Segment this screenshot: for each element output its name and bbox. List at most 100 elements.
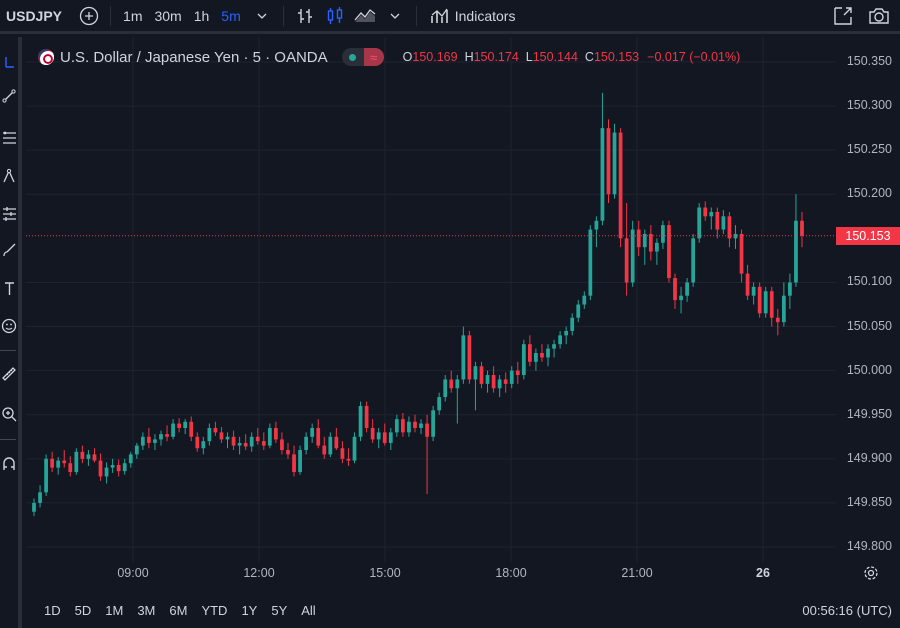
current-price-tag: 150.153: [836, 226, 900, 245]
candle-body: [667, 225, 671, 279]
range-ytd[interactable]: YTD: [201, 603, 228, 618]
candle-style-button[interactable]: [320, 0, 350, 33]
candle-body: [255, 436, 260, 442]
candle: [594, 216, 599, 248]
interval-1h[interactable]: 1h: [193, 7, 210, 24]
chart-pane[interactable]: U.S. Dollar / Japanese Yen · 5 · OANDA ≈…: [26, 37, 900, 593]
range-6m[interactable]: 6M: [169, 603, 188, 618]
candle-body: [304, 436, 309, 450]
open-key: O: [402, 50, 413, 64]
candle-body: [648, 233, 653, 252]
candle-body: [515, 370, 520, 376]
candle: [461, 326, 466, 384]
change-value: −0.017 (−0.01%): [647, 50, 741, 64]
bottom-toolbar: 1D 5D 1M 3M 6M YTD 1Y 5Y All 00:56:16 (U…: [26, 593, 900, 628]
candle-body: [715, 211, 720, 230]
candlestick-chart[interactable]: [26, 37, 900, 593]
candle: [437, 392, 442, 415]
candle: [491, 366, 496, 393]
trend-line-tool[interactable]: [0, 85, 18, 107]
symbol-search-button[interactable]: USDJPY: [6, 7, 63, 24]
close-value: 150.153: [593, 50, 640, 64]
chart-settings-button[interactable]: [860, 562, 882, 584]
candle: [570, 313, 575, 336]
candle-body: [243, 442, 248, 447]
prediction-tool[interactable]: [0, 203, 18, 225]
candle: [757, 282, 762, 318]
candle: [346, 448, 351, 466]
candle-body: [147, 436, 151, 443]
indicators-button[interactable]: Indicators: [423, 0, 522, 33]
candle-body: [56, 460, 61, 468]
bar-style-button[interactable]: [290, 0, 320, 33]
candle-body: [781, 295, 786, 323]
prediction-icon: [3, 207, 16, 221]
toolbar-divider: [282, 5, 284, 26]
candle-body: [636, 229, 641, 248]
candle-body: [98, 460, 103, 477]
market-status-pill[interactable]: ≈: [341, 48, 384, 66]
candle-body: [461, 335, 466, 380]
candle: [340, 441, 345, 464]
interval-dropdown-button[interactable]: [247, 0, 277, 33]
candle: [219, 427, 224, 443]
candle: [667, 220, 671, 283]
magnet-tool[interactable]: [0, 453, 18, 475]
candle-body: [364, 405, 369, 428]
candle: [255, 427, 260, 445]
interval-30m[interactable]: 30m: [154, 7, 182, 24]
interval-5m[interactable]: 5m: [221, 7, 241, 24]
candle: [654, 238, 659, 265]
range-all[interactable]: All: [301, 603, 316, 618]
measure-tool[interactable]: [0, 363, 18, 385]
candle-body: [237, 442, 242, 446]
candle-body: [346, 458, 351, 461]
range-5d[interactable]: 5D: [74, 603, 92, 618]
brush-tool[interactable]: [0, 239, 18, 261]
screenshot-button[interactable]: [864, 0, 894, 33]
text-tool[interactable]: [0, 277, 18, 299]
range-5y[interactable]: 5Y: [271, 603, 288, 618]
candle: [122, 458, 127, 475]
ohlc-values: O 150.169 H 150.174 L 150.144 C 150.153 −0.0…: [396, 50, 741, 64]
emoji-tool[interactable]: [0, 315, 18, 337]
range-3m[interactable]: 3M: [137, 603, 156, 618]
candle: [394, 414, 399, 437]
candle-body: [274, 427, 278, 440]
candle: [140, 432, 145, 450]
chart-type-dropdown-button[interactable]: [380, 0, 410, 33]
candle-body: [673, 278, 677, 301]
candle-body: [739, 233, 744, 274]
cursor-tool[interactable]: [0, 51, 18, 73]
candle-style-icon: [327, 6, 342, 24]
candle-body: [618, 132, 623, 239]
low-key: L: [525, 50, 533, 64]
candle-body: [788, 282, 792, 296]
fullscreen-button[interactable]: [828, 0, 858, 33]
market-open-icon: [342, 48, 364, 66]
utc-clock[interactable]: 00:56:16 (UTC): [802, 603, 892, 618]
interval-1m[interactable]: 1m: [123, 7, 143, 24]
candle-body: [570, 317, 575, 331]
range-1y[interactable]: 1Y: [241, 603, 258, 618]
candle-body: [358, 405, 363, 437]
add-symbol-button[interactable]: [74, 0, 104, 33]
series-title[interactable]: U.S. Dollar / Japanese Yen · 5 · OANDA: [60, 48, 328, 66]
area-style-button[interactable]: [350, 0, 380, 33]
fib-tool[interactable]: [0, 127, 18, 149]
candle-body: [110, 464, 115, 468]
candle: [128, 451, 133, 468]
range-1d[interactable]: 1D: [44, 603, 61, 618]
range-1m[interactable]: 1M: [105, 603, 124, 618]
toolbar-divider: [0, 439, 16, 440]
candle-body: [697, 207, 702, 239]
price-tick-label: 150.300: [846, 98, 892, 113]
candle-body: [558, 335, 562, 345]
zoom-tool[interactable]: [0, 403, 18, 425]
ruler-icon: [2, 367, 16, 381]
pattern-tool[interactable]: [0, 165, 18, 187]
candle-body: [691, 238, 696, 283]
high-key: H: [464, 50, 474, 64]
candle: [310, 423, 315, 443]
candle-body: [292, 454, 296, 473]
